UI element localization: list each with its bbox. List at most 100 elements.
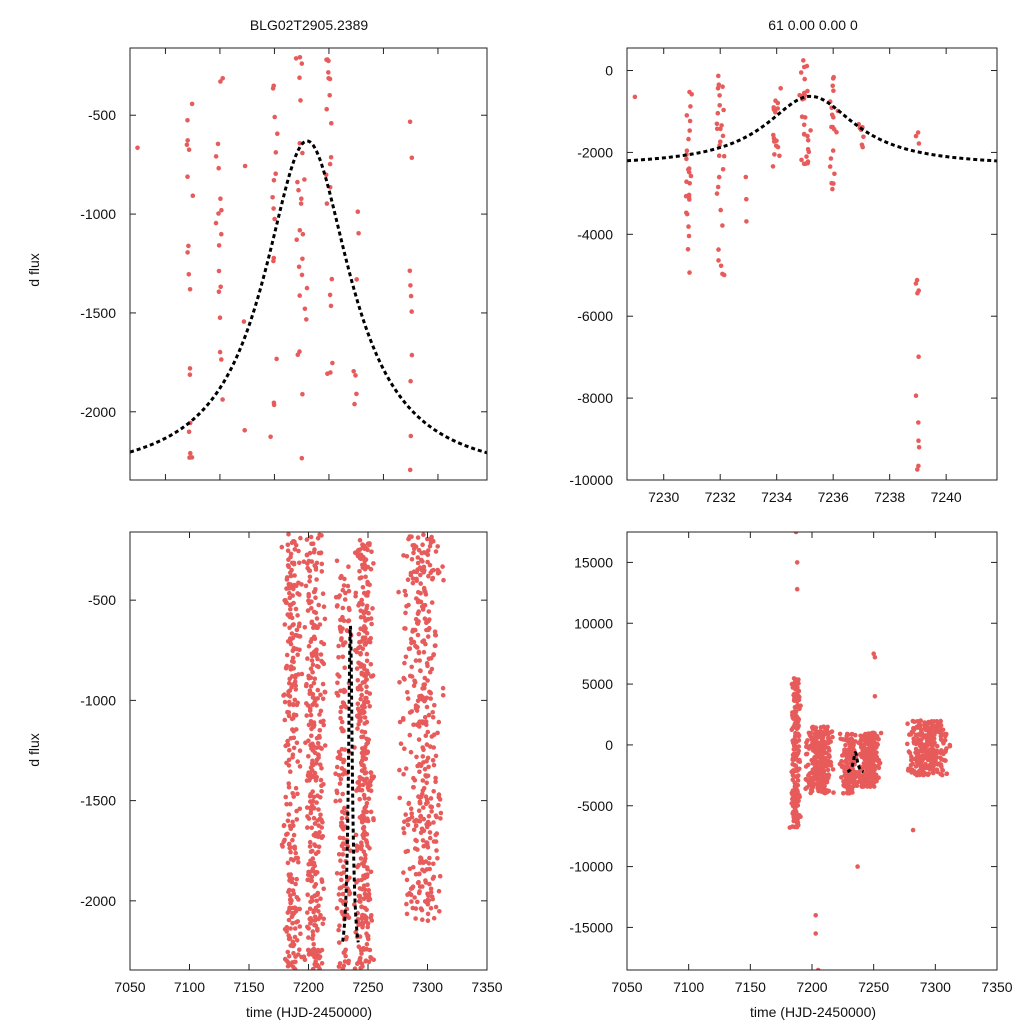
x-tick-label: 7150 bbox=[735, 979, 766, 995]
data-point bbox=[300, 231, 306, 237]
data-point bbox=[793, 532, 799, 535]
data-point bbox=[417, 871, 422, 877]
data-point bbox=[804, 740, 809, 745]
data-point bbox=[272, 114, 278, 120]
data-point bbox=[843, 759, 848, 764]
data-point bbox=[338, 756, 343, 762]
data-point bbox=[359, 692, 365, 698]
y-tick-label: -500 bbox=[88, 107, 116, 123]
data-point bbox=[844, 775, 850, 780]
data-point bbox=[189, 101, 195, 107]
data-point bbox=[329, 276, 335, 282]
data-point bbox=[319, 783, 324, 788]
data-point bbox=[337, 674, 342, 679]
data-point bbox=[430, 576, 435, 582]
data-point bbox=[324, 201, 330, 206]
data-point bbox=[185, 138, 190, 143]
data-point bbox=[284, 652, 290, 658]
data-point bbox=[305, 608, 311, 613]
data-point bbox=[410, 629, 415, 634]
data-point bbox=[871, 784, 877, 789]
data-point bbox=[422, 588, 427, 593]
title-left: BLG02T2905.2389 bbox=[250, 17, 369, 33]
data-point bbox=[358, 856, 364, 861]
data-point bbox=[340, 852, 346, 857]
data-point bbox=[285, 963, 291, 969]
data-point bbox=[805, 138, 811, 143]
data-point bbox=[415, 880, 421, 886]
data-point bbox=[851, 773, 856, 778]
data-point bbox=[337, 923, 342, 928]
data-point bbox=[359, 704, 365, 709]
data-point bbox=[402, 626, 407, 631]
data-point bbox=[363, 852, 368, 858]
data-point bbox=[290, 912, 296, 918]
data-point bbox=[298, 201, 304, 206]
data-point bbox=[794, 694, 799, 700]
data-point bbox=[803, 776, 809, 782]
data-point bbox=[418, 814, 423, 819]
data-point bbox=[412, 895, 417, 900]
data-point bbox=[421, 564, 427, 570]
data-point bbox=[865, 776, 871, 782]
data-point bbox=[292, 844, 298, 850]
data-point bbox=[930, 761, 936, 767]
data-point bbox=[397, 767, 402, 773]
axes-frame-top-right bbox=[626, 47, 998, 481]
data-point bbox=[363, 695, 368, 701]
data-point bbox=[414, 569, 420, 575]
data-point bbox=[928, 756, 934, 762]
data-point bbox=[420, 884, 425, 889]
data-point bbox=[307, 906, 313, 912]
data-point bbox=[355, 864, 360, 870]
data-point bbox=[301, 559, 307, 564]
data-point bbox=[297, 75, 302, 80]
data-point bbox=[716, 73, 721, 79]
data-point bbox=[320, 834, 326, 839]
data-point bbox=[346, 960, 351, 966]
data-point bbox=[303, 583, 309, 589]
data-point bbox=[341, 864, 346, 869]
data-point bbox=[288, 893, 293, 898]
data-point bbox=[831, 88, 836, 93]
data-point bbox=[824, 726, 830, 732]
data-point bbox=[292, 959, 297, 965]
data-point bbox=[285, 738, 290, 744]
data-point bbox=[720, 133, 726, 139]
data-point bbox=[294, 740, 300, 746]
data-point bbox=[307, 839, 313, 845]
data-point bbox=[774, 138, 779, 143]
data-point bbox=[684, 148, 690, 153]
data-point bbox=[796, 723, 801, 729]
data-point bbox=[906, 749, 912, 754]
data-point bbox=[309, 918, 315, 923]
data-point bbox=[360, 585, 366, 590]
data-point bbox=[799, 157, 804, 163]
data-point bbox=[361, 615, 367, 620]
data-point bbox=[296, 859, 301, 865]
data-point bbox=[417, 819, 423, 824]
data-point bbox=[286, 889, 291, 895]
data-point bbox=[685, 247, 691, 252]
data-point bbox=[815, 743, 821, 748]
data-point bbox=[792, 746, 797, 752]
data-point bbox=[687, 128, 692, 133]
data-point bbox=[820, 751, 826, 756]
data-point bbox=[336, 655, 341, 660]
data-point bbox=[296, 906, 302, 912]
data-point bbox=[336, 927, 341, 933]
data-point bbox=[408, 636, 414, 642]
data-point bbox=[318, 777, 324, 783]
data-point bbox=[187, 372, 193, 378]
y-tick-label: -500 bbox=[88, 592, 116, 608]
data-point bbox=[686, 166, 692, 171]
data-point bbox=[310, 933, 316, 938]
y-tick-label: -8000 bbox=[577, 390, 613, 406]
data-point bbox=[422, 616, 428, 621]
data-point bbox=[308, 721, 314, 727]
data-point bbox=[296, 548, 301, 554]
data-point bbox=[311, 942, 317, 947]
data-point bbox=[868, 755, 874, 760]
data-point bbox=[315, 793, 320, 798]
data-point bbox=[421, 747, 426, 753]
